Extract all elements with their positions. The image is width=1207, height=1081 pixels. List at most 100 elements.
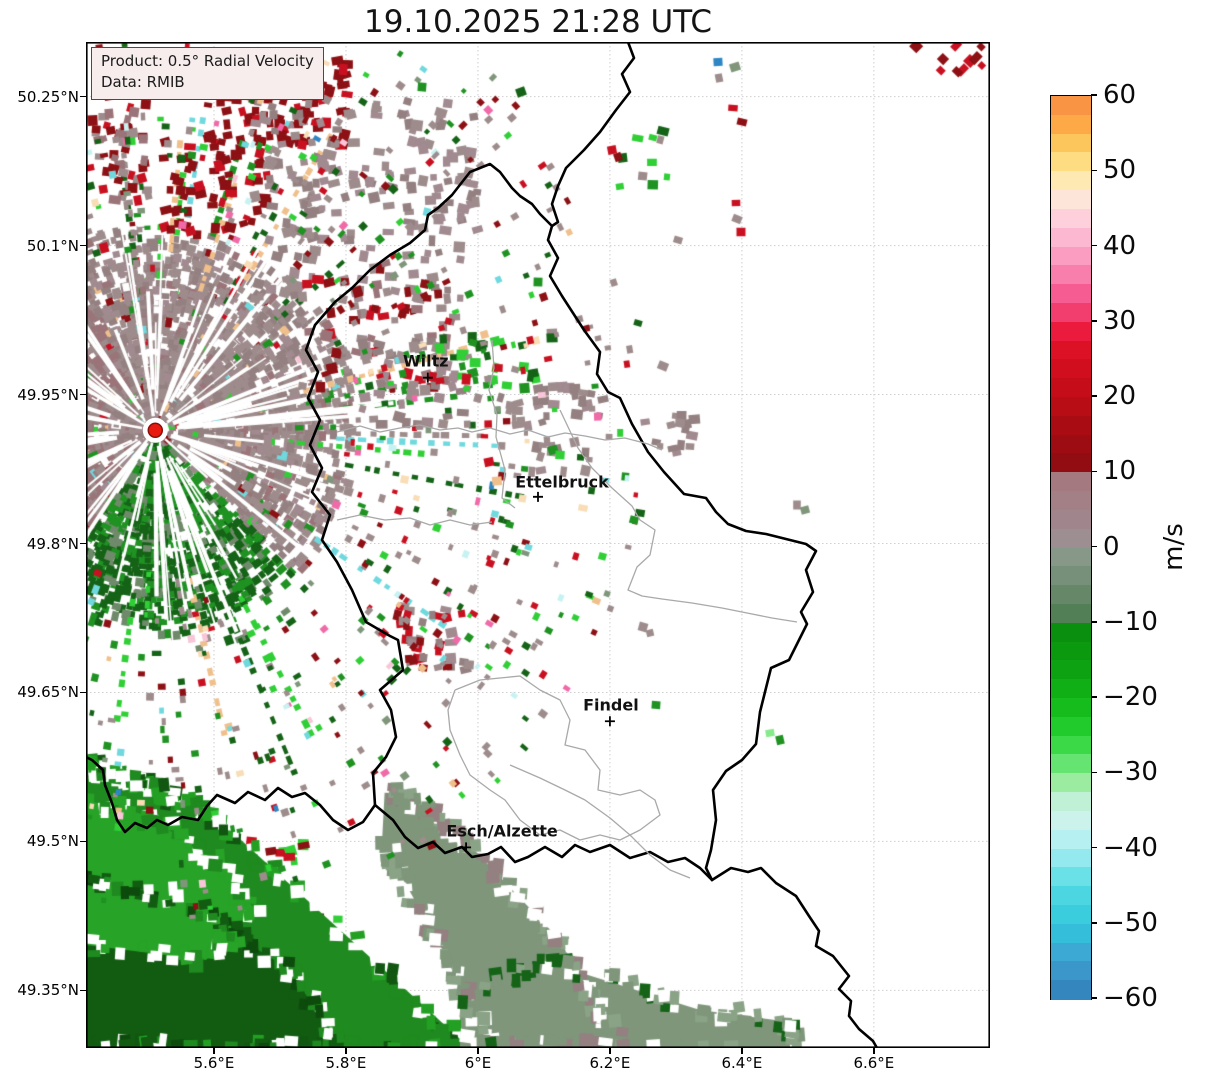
colorbar-segment	[1051, 284, 1091, 304]
admin-border-5	[509, 764, 691, 879]
lat-tick-mark	[80, 691, 86, 694]
colorbar-segment	[1051, 472, 1091, 492]
colorbar-tick-label: −60	[1103, 983, 1158, 1013]
colorbar-tick-label: 60	[1103, 80, 1137, 110]
colorbar-segment	[1051, 566, 1091, 586]
colorbar-segment	[1051, 641, 1091, 661]
colorbar-segment	[1051, 867, 1091, 887]
colorbar-segment	[1051, 133, 1091, 154]
colorbar-tick-mark	[1091, 621, 1097, 623]
colorbar-tick-mark	[1091, 470, 1097, 472]
lat-tick-label: 50.25°N	[17, 87, 79, 106]
colorbar-tick-label: 10	[1103, 456, 1137, 487]
lat-tick-mark	[80, 244, 86, 247]
city-label: Findel	[583, 695, 639, 715]
lat-tick-mark	[80, 393, 86, 396]
lon-tick-mark	[213, 1048, 215, 1054]
lat-tick-label: 49.65°N	[17, 683, 79, 702]
colorbar-segment	[1051, 378, 1091, 398]
colorbar-segment	[1051, 208, 1091, 229]
colorbar	[1050, 95, 1092, 1000]
colorbar-tick-mark	[1091, 169, 1097, 171]
admin-border-2	[488, 339, 516, 509]
city-cross-marker	[422, 372, 433, 383]
city-cross-marker	[461, 842, 472, 853]
colorbar-tick-mark	[1091, 922, 1097, 924]
city-cross-marker	[533, 491, 543, 502]
colorbar-segment	[1051, 509, 1091, 530]
colorbar-segment	[1051, 660, 1091, 680]
colorbar-segment	[1051, 980, 1091, 1000]
lon-tick-mark	[741, 1048, 743, 1054]
colorbar-unit-label: m/s	[1159, 523, 1189, 571]
lon-tick-label: 6.2°E	[589, 1054, 631, 1072]
colorbar-segment	[1051, 773, 1091, 793]
colorbar-tick-mark	[1091, 771, 1097, 773]
lat-tick-label: 50.1°N	[26, 236, 79, 255]
colorbar-segment	[1051, 886, 1091, 906]
lon-tick-label: 6°E	[464, 1054, 492, 1072]
colorbar-segment	[1051, 434, 1091, 455]
admin-border-6	[336, 514, 493, 526]
colorbar-segment	[1051, 716, 1091, 737]
lon-tick-mark	[477, 1048, 479, 1054]
colorbar-tick-label: 30	[1103, 305, 1137, 336]
colorbar-segment	[1051, 453, 1091, 473]
colorbar-segment	[1051, 152, 1091, 172]
colorbar-tick-mark	[1091, 696, 1097, 698]
product-info-line1: Product: 0.5° Radial Velocity	[101, 52, 314, 70]
colorbar-segment	[1051, 904, 1091, 925]
colorbar-segment	[1051, 359, 1091, 379]
lon-tick-mark	[873, 1048, 875, 1054]
colorbar-tick-label: −40	[1103, 832, 1158, 863]
plot-frame	[86, 42, 990, 1048]
product-info-box: Product: 0.5° Radial Velocity Data: RMIB	[91, 47, 324, 100]
colorbar-segment	[1051, 603, 1091, 624]
lat-tick-mark	[80, 95, 86, 98]
colorbar-tick-mark	[1091, 320, 1097, 322]
river-border-moselle	[710, 866, 879, 1048]
colorbar-segment	[1051, 528, 1091, 549]
colorbar-segment	[1051, 190, 1091, 210]
colorbar-tick-label: −10	[1103, 606, 1158, 637]
lon-tick-mark	[609, 1048, 611, 1054]
colorbar-segment	[1051, 792, 1091, 812]
colorbar-segment	[1051, 171, 1091, 191]
lon-tick-label: 6.4°E	[721, 1054, 763, 1072]
colorbar-segment	[1051, 114, 1091, 135]
colorbar-segment	[1051, 265, 1091, 285]
colorbar-tick-label: −20	[1103, 682, 1158, 712]
colorbar-segment	[1051, 923, 1091, 944]
city-label: Wiltz	[403, 351, 449, 371]
page-title: 19.10.2025 21:28 UTC	[364, 4, 712, 40]
city-cross-marker	[604, 716, 615, 727]
product-info-line2: Data: RMIB	[101, 73, 185, 92]
colorbar-tick-mark	[1091, 545, 1097, 548]
colorbar-segment	[1051, 491, 1091, 511]
colorbar-segment	[1051, 848, 1091, 868]
colorbar-tick-mark	[1091, 395, 1097, 397]
lat-tick-mark	[80, 989, 86, 992]
lon-tick-mark	[345, 1048, 347, 1054]
lat-tick-label: 49.8°N	[26, 534, 79, 553]
colorbar-segment	[1051, 942, 1091, 962]
lon-tick-label: 6.6°E	[853, 1054, 895, 1072]
city-label: Esch/Alzette	[446, 821, 558, 841]
lat-tick-mark	[80, 542, 86, 545]
country-border-west-north	[304, 162, 554, 807]
colorbar-segment	[1051, 246, 1091, 266]
colorbar-segment	[1051, 698, 1091, 718]
colorbar-segment	[1051, 754, 1091, 774]
colorbar-tick-label: 50	[1103, 155, 1137, 186]
lat-tick-label: 49.35°N	[17, 981, 79, 1000]
colorbar-tick-mark	[1091, 997, 1097, 999]
colorbar-segment	[1051, 829, 1091, 850]
colorbar-tick-mark	[1091, 846, 1097, 849]
lat-tick-label: 49.5°N	[26, 832, 79, 851]
colorbar-segment	[1051, 397, 1091, 417]
lat-tick-label: 49.95°N	[17, 385, 79, 404]
colorbar-segment	[1051, 340, 1091, 360]
map-borders-layer	[86, 42, 990, 1048]
colorbar-segment	[1051, 547, 1091, 567]
